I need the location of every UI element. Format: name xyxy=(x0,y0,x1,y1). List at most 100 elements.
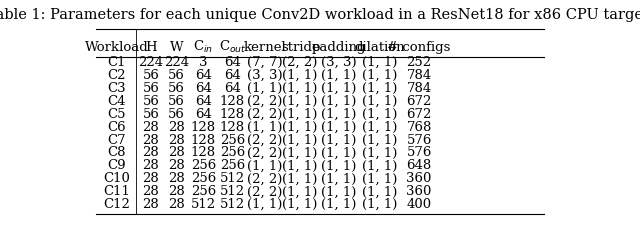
Text: (1, 1): (1, 1) xyxy=(321,197,356,210)
Text: # configs: # configs xyxy=(387,40,451,53)
Text: 128: 128 xyxy=(220,94,245,107)
Text: C10: C10 xyxy=(104,172,131,184)
Text: 128: 128 xyxy=(191,133,216,146)
Text: 64: 64 xyxy=(224,56,241,69)
Text: (2, 2): (2, 2) xyxy=(248,133,283,146)
Text: padding: padding xyxy=(312,40,366,53)
Text: (1, 1): (1, 1) xyxy=(362,81,397,94)
Text: (1, 1): (1, 1) xyxy=(248,159,283,172)
Text: 28: 28 xyxy=(168,133,185,146)
Text: 28: 28 xyxy=(168,197,185,210)
Text: 672: 672 xyxy=(406,107,432,120)
Text: (1, 1): (1, 1) xyxy=(248,197,283,210)
Text: (1, 1): (1, 1) xyxy=(362,133,397,146)
Text: 512: 512 xyxy=(220,197,245,210)
Text: 648: 648 xyxy=(406,159,432,172)
Text: 128: 128 xyxy=(191,120,216,133)
Text: 360: 360 xyxy=(406,184,432,197)
Text: C$_{in}$: C$_{in}$ xyxy=(193,39,213,55)
Text: 360: 360 xyxy=(406,172,432,184)
Text: stride: stride xyxy=(281,40,319,53)
Text: (1, 1): (1, 1) xyxy=(321,81,356,94)
Text: (1, 1): (1, 1) xyxy=(282,159,318,172)
Text: Workload: Workload xyxy=(85,40,149,53)
Text: 3: 3 xyxy=(199,56,207,69)
Text: (1, 1): (1, 1) xyxy=(362,68,397,81)
Text: (1, 1): (1, 1) xyxy=(321,146,356,159)
Text: C$_{out}$: C$_{out}$ xyxy=(219,39,246,55)
Text: 56: 56 xyxy=(168,68,185,81)
Text: 28: 28 xyxy=(143,184,159,197)
Text: 28: 28 xyxy=(143,146,159,159)
Text: (2, 2): (2, 2) xyxy=(248,107,283,120)
Text: (1, 1): (1, 1) xyxy=(282,197,318,210)
Text: C5: C5 xyxy=(108,107,126,120)
Text: (1, 1): (1, 1) xyxy=(282,81,318,94)
Text: (1, 1): (1, 1) xyxy=(362,56,397,69)
Text: dilation: dilation xyxy=(354,40,405,53)
Text: 64: 64 xyxy=(195,81,212,94)
Text: (1, 1): (1, 1) xyxy=(321,184,356,197)
Text: 784: 784 xyxy=(406,81,432,94)
Text: (1, 1): (1, 1) xyxy=(362,120,397,133)
Text: (1, 1): (1, 1) xyxy=(282,184,318,197)
Text: 128: 128 xyxy=(220,120,245,133)
Text: (1, 1): (1, 1) xyxy=(248,81,283,94)
Text: 64: 64 xyxy=(195,94,212,107)
Text: 400: 400 xyxy=(406,197,432,210)
Text: (2, 2): (2, 2) xyxy=(282,56,318,69)
Text: 28: 28 xyxy=(168,146,185,159)
Text: 28: 28 xyxy=(143,197,159,210)
Text: C3: C3 xyxy=(108,81,126,94)
Text: C11: C11 xyxy=(104,184,131,197)
Text: C4: C4 xyxy=(108,94,126,107)
Text: 224: 224 xyxy=(138,56,163,69)
Text: (3, 3): (3, 3) xyxy=(321,56,356,69)
Text: (2, 2): (2, 2) xyxy=(248,172,283,184)
Text: 512: 512 xyxy=(191,197,216,210)
Text: 252: 252 xyxy=(406,56,432,69)
Text: (1, 1): (1, 1) xyxy=(282,172,318,184)
Text: C9: C9 xyxy=(108,159,126,172)
Text: 256: 256 xyxy=(191,159,216,172)
Text: H: H xyxy=(145,40,157,53)
Text: 784: 784 xyxy=(406,68,432,81)
Text: 56: 56 xyxy=(142,107,159,120)
Text: (1, 1): (1, 1) xyxy=(362,107,397,120)
Text: (2, 2): (2, 2) xyxy=(248,94,283,107)
Text: (1, 1): (1, 1) xyxy=(248,120,283,133)
Text: 56: 56 xyxy=(168,94,185,107)
Text: 256: 256 xyxy=(191,184,216,197)
Text: 64: 64 xyxy=(224,68,241,81)
Text: 768: 768 xyxy=(406,120,432,133)
Text: (1, 1): (1, 1) xyxy=(321,159,356,172)
Text: C7: C7 xyxy=(108,133,126,146)
Text: (1, 1): (1, 1) xyxy=(321,94,356,107)
Text: 64: 64 xyxy=(224,81,241,94)
Text: C2: C2 xyxy=(108,68,126,81)
Text: 672: 672 xyxy=(406,94,432,107)
Text: 28: 28 xyxy=(168,120,185,133)
Text: 256: 256 xyxy=(191,172,216,184)
Text: (1, 1): (1, 1) xyxy=(362,184,397,197)
Text: (7, 7): (7, 7) xyxy=(247,56,283,69)
Text: 56: 56 xyxy=(142,94,159,107)
Text: kernel: kernel xyxy=(244,40,287,53)
Text: (1, 1): (1, 1) xyxy=(362,159,397,172)
Text: (1, 1): (1, 1) xyxy=(282,68,318,81)
Text: (1, 1): (1, 1) xyxy=(362,197,397,210)
Text: 128: 128 xyxy=(191,146,216,159)
Text: 64: 64 xyxy=(195,107,212,120)
Text: (1, 1): (1, 1) xyxy=(362,146,397,159)
Text: (2, 2): (2, 2) xyxy=(248,184,283,197)
Text: 256: 256 xyxy=(220,133,245,146)
Text: 512: 512 xyxy=(220,172,245,184)
Text: 28: 28 xyxy=(143,172,159,184)
Text: (1, 1): (1, 1) xyxy=(282,120,318,133)
Text: 56: 56 xyxy=(142,68,159,81)
Text: 28: 28 xyxy=(168,159,185,172)
Text: 64: 64 xyxy=(195,68,212,81)
Text: W: W xyxy=(170,40,183,53)
Text: 576: 576 xyxy=(406,133,432,146)
Text: (1, 1): (1, 1) xyxy=(321,120,356,133)
